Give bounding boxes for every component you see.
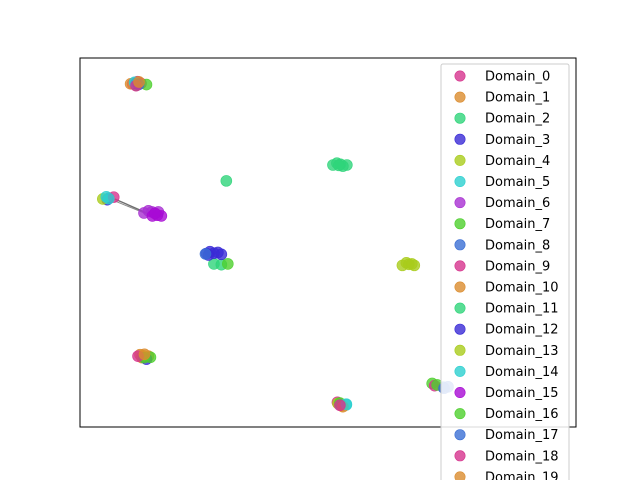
legend-marker [454,471,466,483]
legend-box [440,63,570,484]
legend-label: Domain_12 [485,323,559,338]
legend-label: Domain_2 [485,112,550,127]
legend-marker [454,176,466,188]
legend-label: Domain_19 [485,470,559,480]
legend-marker [454,91,466,103]
legend-marker [454,197,466,209]
legend-marker [454,365,466,377]
legend-label: Domain_9 [485,259,550,274]
series-domain-19 [133,76,151,361]
legend-label: Domain_0 [485,70,550,85]
legend-label: Domain_14 [485,365,559,380]
legend-marker [454,281,466,293]
legend-marker [454,112,466,124]
legend-label: Domain_1 [485,91,550,106]
scatter-point [138,348,151,361]
legend-marker [454,302,466,314]
scatter-point [102,192,115,205]
legend-marker [454,154,466,166]
legend-label: Domain_7 [485,217,550,232]
legend-marker [454,218,466,230]
scatter-point [149,207,161,220]
series-domain-15 [146,207,168,222]
scatter-point [334,399,346,412]
legend-label: Domain_17 [485,428,559,443]
legend-marker [454,239,466,251]
legend-label: Domain_16 [485,407,559,422]
legend-marker [454,260,466,272]
legend-label: Domain_5 [485,175,550,190]
scatter-point [222,258,234,270]
legend-label: Domain_11 [485,302,559,317]
legend-marker [454,323,466,335]
legend-label: Domain_13 [485,344,559,359]
legend-marker [454,408,466,420]
axes-frame [79,57,577,428]
scatter-point [199,248,212,260]
legend-label: Domain_3 [485,133,550,148]
scatter-point [133,76,145,88]
series-domain-13 [396,256,421,272]
scatter-point [333,159,345,172]
legend-marker [454,344,466,356]
legend-marker [454,429,466,441]
legend-marker [454,70,466,82]
legend: Domain_0 Domain_1 Domain_2 Domain_3 Domain_4… [440,63,570,484]
legend-label: Domain_18 [485,449,559,464]
legend-label: Domain_4 [485,154,550,169]
legend-label: Domain_6 [485,196,550,211]
scatter-point [406,258,418,270]
legend-label: Domain_8 [485,238,550,253]
legend-marker [454,450,466,462]
series-domain-11 [327,157,353,172]
legend-marker [454,133,466,145]
legend-marker [454,386,466,398]
legend-label: Domain_10 [485,281,559,296]
legend-label: Domain_15 [485,386,559,401]
scatter-point [220,175,233,187]
